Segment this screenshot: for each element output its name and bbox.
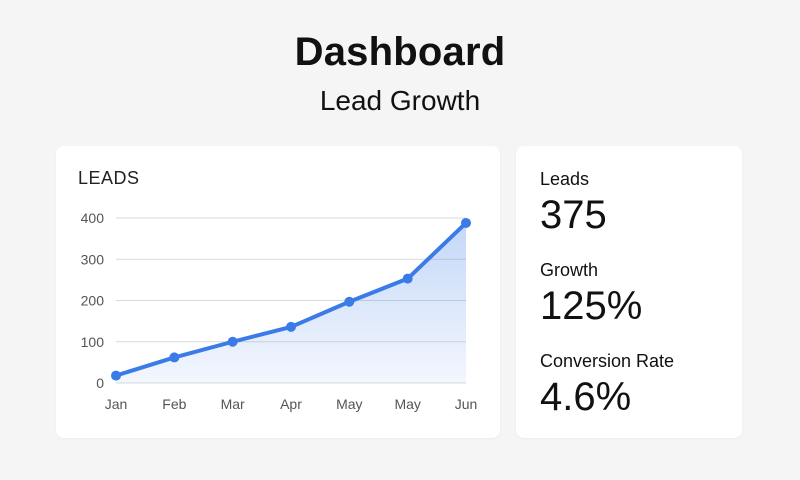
stat-label: Growth [540,260,599,280]
page-title: Dashboard [294,30,506,74]
data-point [169,352,180,363]
y-tick-label: 200 [81,293,105,309]
data-point [344,296,355,307]
stat-value: 125% [540,284,643,328]
stat-label: Leads [540,169,590,189]
data-point [402,273,413,284]
leads-chart: 0 100 200 300 400 Jan Feb Mar Apr May May Jun [81,210,478,412]
data-point [111,370,121,381]
stat-conversion-rate: Conversion Rate 4.6% [540,350,674,420]
stat-label: Conversion Rate [540,351,675,371]
x-tick-label: May [336,396,362,412]
x-tick-label: Mar [221,396,245,412]
y-tick-label: 400 [81,210,105,226]
stats-card: Leads 375 Growth 125% Conversion Rate 4.… [516,146,742,438]
x-tick-label: Jun [455,396,478,412]
stat-value: 375 [540,193,607,237]
header: Dashboard Lead Growth [0,28,800,118]
chart-card: LEADS 0 100 200 300 400 Jan Feb Mar Apr May May Jun [56,146,500,438]
y-tick-label: 0 [96,375,104,391]
data-point [461,217,471,228]
x-tick-label: May [394,396,420,412]
data-point [286,321,296,332]
y-tick-label: 300 [81,251,105,267]
x-tick-label: Jan [105,396,128,412]
page-subtitle: Lead Growth [319,85,481,116]
stat-leads: Leads 375 [540,168,607,238]
chart-title: LEADS [78,168,140,188]
series-area [116,222,466,383]
x-tick-label: Apr [280,396,302,412]
stat-growth: Growth 125% [540,259,642,329]
stat-value: 4.6% [540,375,632,419]
y-tick-label: 100 [81,334,105,350]
x-tick-label: Feb [162,396,186,412]
data-point [227,336,238,347]
